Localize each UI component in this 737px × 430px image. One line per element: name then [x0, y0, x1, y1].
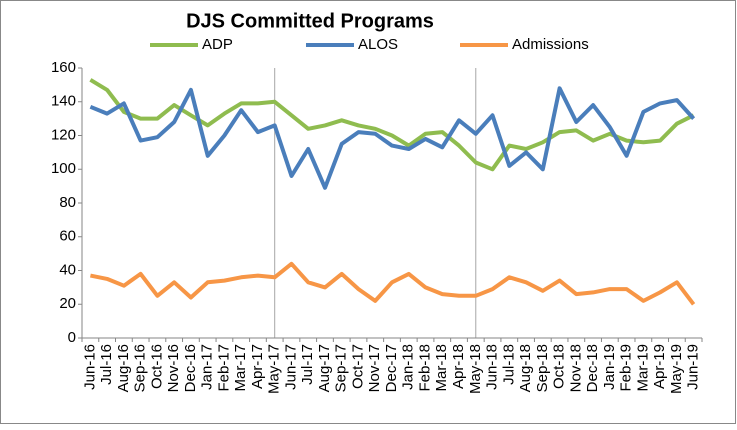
x-tick-label: Mar-19: [634, 344, 651, 392]
x-tick-label: Jul-18: [500, 344, 517, 385]
x-tick-label: Mar-17: [232, 344, 249, 392]
x-tick-label: May-19: [668, 344, 685, 394]
x-tick-label: Oct-16: [148, 344, 165, 389]
y-tick-label: 120: [51, 126, 76, 143]
x-tick-label: May-17: [266, 344, 283, 394]
x-tick-label: Dec-18: [584, 344, 601, 392]
x-tick-label: Apr-17: [249, 344, 266, 389]
x-tick-label: Sep-16: [132, 344, 149, 392]
x-tick-label: Dec-16: [182, 344, 199, 392]
series-line: [89, 86, 696, 190]
y-tick-label: 60: [59, 228, 76, 245]
x-tick-label: Jun-16: [81, 344, 98, 390]
x-tick-label: Jan-17: [199, 344, 216, 390]
y-tick-label: 40: [59, 261, 76, 278]
x-tick-label: Jun-19: [685, 344, 702, 390]
x-tick-label: Jul-17: [299, 344, 316, 385]
x-tick-label: Feb-19: [618, 344, 635, 392]
series-line: [89, 78, 695, 172]
x-tick-label: Aug-18: [517, 344, 534, 392]
x-tick-label: Nov-18: [567, 344, 584, 392]
y-tick-label: 0: [68, 329, 76, 346]
x-tick-label: Jul-16: [98, 344, 115, 385]
x-tick-label: Apr-19: [651, 344, 668, 389]
y-tick-label: 100: [51, 160, 76, 177]
series-line: [90, 261, 696, 306]
x-tick-label: Sep-17: [333, 344, 350, 392]
y-tick-label: 20: [59, 295, 76, 312]
x-tick-label: Mar-18: [433, 344, 450, 392]
x-tick-label: Feb-17: [215, 344, 232, 392]
x-tick-label: Oct-18: [551, 344, 568, 389]
x-tick-label: Jun-17: [282, 344, 299, 390]
x-tick-label: Apr-18: [450, 344, 467, 389]
legend-label: ADP: [202, 36, 233, 53]
x-tick-label: Dec-17: [383, 344, 400, 392]
x-tick-label: Oct-17: [349, 344, 366, 389]
y-tick-label: 140: [51, 93, 76, 110]
x-tick-label: Jan-18: [400, 344, 417, 390]
x-tick-label: May-18: [467, 344, 484, 394]
x-tick-label: Nov-17: [366, 344, 383, 392]
x-tick-label: Jan-19: [601, 344, 618, 390]
x-tick-label: Sep-18: [534, 344, 551, 392]
chart-title: DJS Committed Programs: [186, 10, 434, 32]
y-tick-label: 80: [59, 194, 76, 211]
x-tick-label: Aug-16: [115, 344, 132, 392]
legend-label: ALOS: [358, 36, 398, 53]
y-tick-label: 160: [51, 59, 76, 76]
x-tick-label: Aug-17: [316, 344, 333, 392]
x-tick-label: Jun-18: [484, 344, 501, 390]
x-tick-label: Feb-18: [416, 344, 433, 392]
legend-label: Admissions: [512, 36, 589, 53]
x-tick-label: Nov-16: [165, 344, 182, 392]
